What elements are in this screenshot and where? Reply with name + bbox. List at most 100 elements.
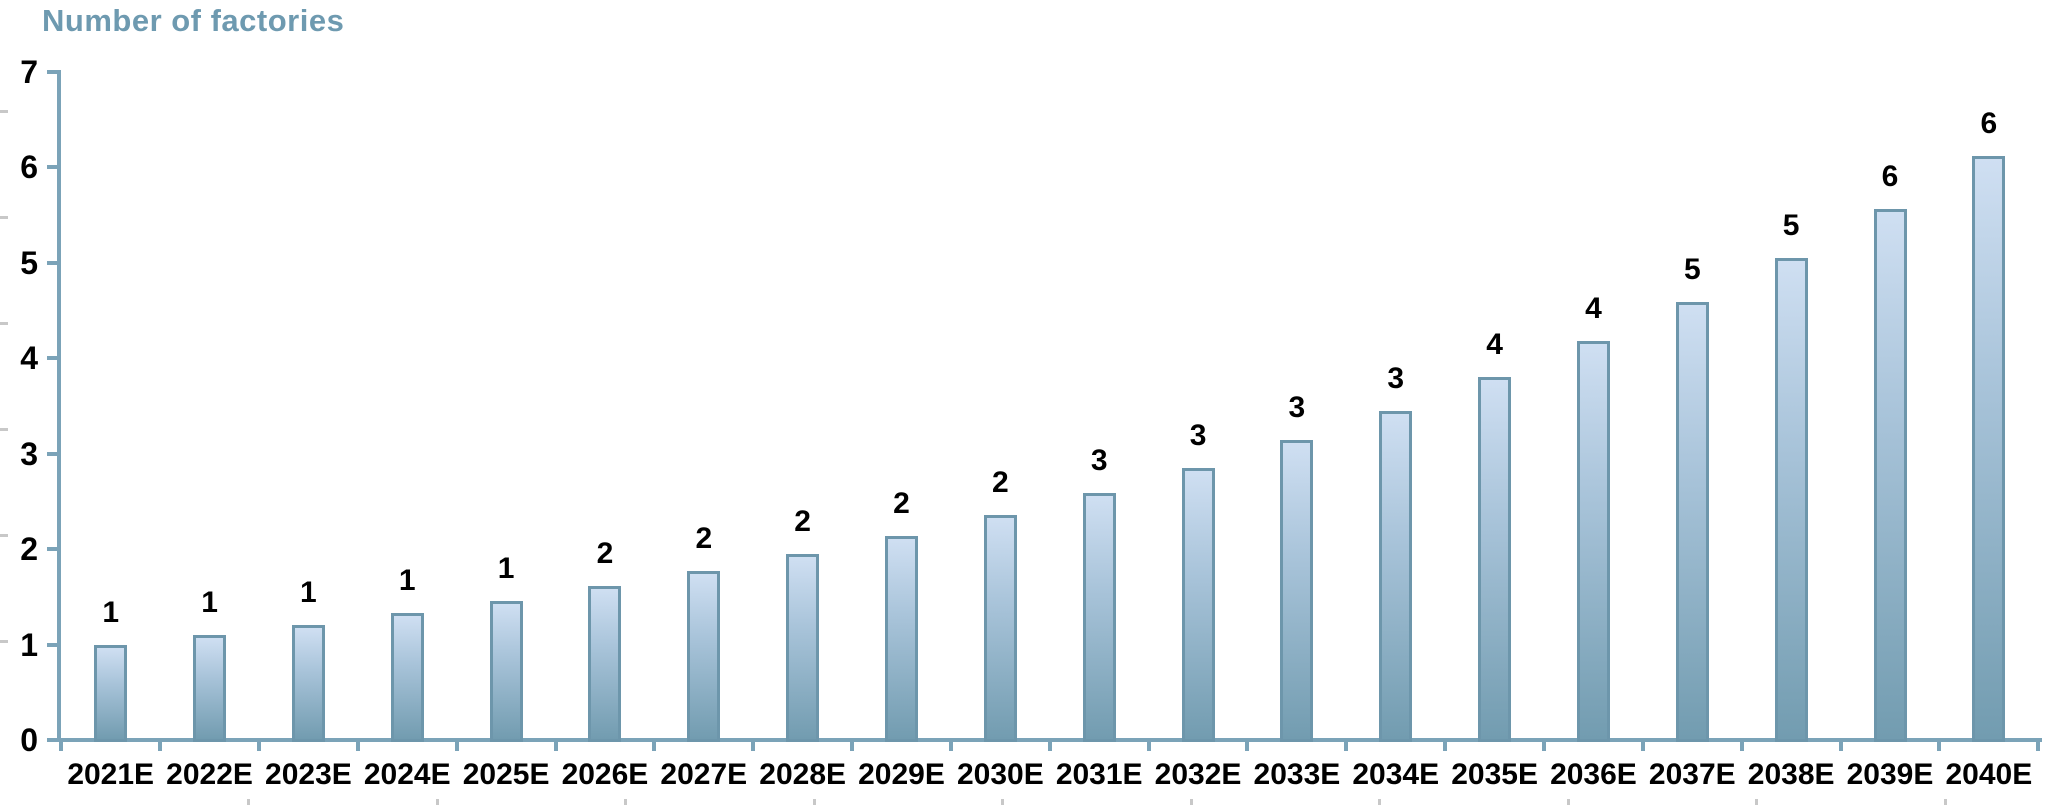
bottom-edge-minor-tick — [624, 799, 627, 805]
y-axis-tick — [47, 70, 57, 74]
left-edge-minor-tick — [0, 534, 8, 537]
bar[interactable] — [1972, 155, 2006, 742]
bottom-edge-minor-tick — [1567, 799, 1570, 805]
bottom-edge-minor-tick — [1190, 799, 1193, 805]
x-axis-tick — [454, 738, 459, 751]
x-axis-tick — [1542, 738, 1547, 751]
x-axis-category-label: 2039E — [1846, 758, 1934, 791]
x-axis-category-label: 2029E — [858, 758, 945, 791]
bar[interactable] — [687, 571, 721, 742]
bar-value-label: 6 — [1881, 160, 1899, 194]
bar[interactable] — [489, 600, 523, 742]
x-axis-tick — [1344, 738, 1349, 751]
bar-value-label: 4 — [1486, 328, 1503, 362]
bar[interactable] — [1774, 258, 1808, 742]
bottom-edge-minor-tick — [813, 799, 816, 805]
y-axis-tick — [47, 260, 57, 265]
left-edge-minor-tick — [0, 640, 8, 643]
y-axis-line — [57, 70, 61, 742]
x-axis-category-label: 2030E — [956, 758, 1044, 791]
bar[interactable] — [193, 635, 227, 742]
x-axis-tick — [59, 738, 64, 751]
bar-value-label: 1 — [497, 551, 515, 585]
bar[interactable] — [1280, 440, 1314, 742]
x-axis-category-label: 2034E — [1352, 758, 1440, 791]
y-axis-tick — [47, 356, 57, 361]
y-axis-tick-label: 6 — [20, 149, 38, 186]
x-axis-category-label: 2027E — [660, 758, 748, 791]
x-axis-tick — [2036, 738, 2041, 751]
bar-value-label: 3 — [1090, 443, 1108, 477]
bar-value-label: 5 — [1683, 252, 1701, 286]
x-axis-category-label: 2035E — [1451, 758, 1538, 791]
bottom-edge-minor-tick — [1001, 799, 1004, 805]
x-axis-category-label: 2028E — [759, 758, 847, 791]
y-axis-tick-label: 5 — [20, 244, 38, 281]
x-axis-tick — [1047, 738, 1052, 751]
x-axis-tick — [1739, 738, 1744, 751]
y-axis-tick-label: 2 — [20, 531, 38, 568]
bar[interactable] — [588, 586, 622, 742]
x-axis-tick — [948, 738, 953, 751]
y-axis-tick — [47, 642, 57, 647]
bar[interactable] — [1873, 209, 1907, 742]
x-axis-category-label: 2036E — [1550, 758, 1637, 791]
bar-value-label: 3 — [1189, 419, 1207, 453]
bar[interactable] — [1181, 468, 1215, 742]
x-axis-tick — [1146, 738, 1151, 751]
chart-title: Number of factories — [42, 3, 345, 38]
y-axis-tick — [47, 451, 57, 456]
left-edge-minor-tick — [0, 322, 8, 325]
bar[interactable] — [1675, 301, 1709, 742]
x-axis-tick — [1443, 738, 1448, 751]
x-axis-category-label: 2031E — [1055, 758, 1143, 791]
bar-value-label: 1 — [300, 575, 317, 609]
bar[interactable] — [1082, 492, 1116, 742]
x-axis-tick — [355, 738, 360, 751]
x-axis-category-label: 2032E — [1154, 758, 1242, 791]
bar[interactable] — [1478, 377, 1512, 742]
left-edge-minor-tick — [0, 428, 8, 431]
bar-value-label: 1 — [102, 595, 120, 629]
bar[interactable] — [291, 624, 325, 742]
bar-value-label: 4 — [1585, 292, 1602, 326]
bottom-edge-minor-tick — [1755, 799, 1758, 805]
bar-value-label: 6 — [1980, 106, 1998, 140]
y-axis-tick — [47, 547, 57, 552]
x-axis-category-label: 2040E — [1945, 758, 2033, 791]
left-edge-minor-tick — [0, 110, 8, 113]
bottom-edge-minor-tick — [1944, 799, 1947, 805]
y-axis-tick-label: 7 — [20, 54, 38, 90]
bar-value-label: 2 — [695, 522, 713, 556]
bar[interactable] — [885, 535, 918, 742]
y-axis-tick — [47, 165, 57, 170]
x-axis-category-label: 2025E — [462, 758, 550, 791]
bar-value-label: 1 — [201, 586, 218, 620]
x-axis-tick — [1838, 738, 1843, 751]
y-axis-tick — [47, 738, 57, 742]
bar[interactable] — [786, 553, 820, 742]
x-axis-category-label: 2023E — [265, 758, 352, 791]
x-axis-category-label: 2022E — [166, 758, 253, 791]
x-axis-category-label: 2038E — [1747, 758, 1835, 791]
y-axis-tick-label: 3 — [20, 435, 38, 472]
bar[interactable] — [1576, 341, 1610, 742]
bar-value-label: 2 — [893, 486, 910, 520]
x-axis-tick — [256, 738, 261, 751]
bar[interactable] — [983, 514, 1017, 742]
bottom-edge-minor-tick — [1378, 799, 1381, 805]
x-axis-category-label: 2024E — [363, 758, 451, 791]
x-axis-category-label: 2026E — [561, 758, 649, 791]
x-axis-category-label: 2037E — [1648, 758, 1736, 791]
bar-value-label: 3 — [1288, 391, 1306, 425]
x-axis-category-label: 2033E — [1253, 758, 1341, 791]
bar[interactable] — [94, 644, 128, 742]
y-axis-tick-label: 4 — [20, 340, 38, 377]
bar-value-label: 2 — [992, 465, 1009, 499]
x-axis-tick — [850, 738, 855, 751]
bar-value-label: 2 — [794, 504, 811, 538]
bar[interactable] — [390, 613, 424, 742]
bar[interactable] — [1379, 410, 1413, 742]
bar-value-label: 5 — [1782, 209, 1800, 243]
